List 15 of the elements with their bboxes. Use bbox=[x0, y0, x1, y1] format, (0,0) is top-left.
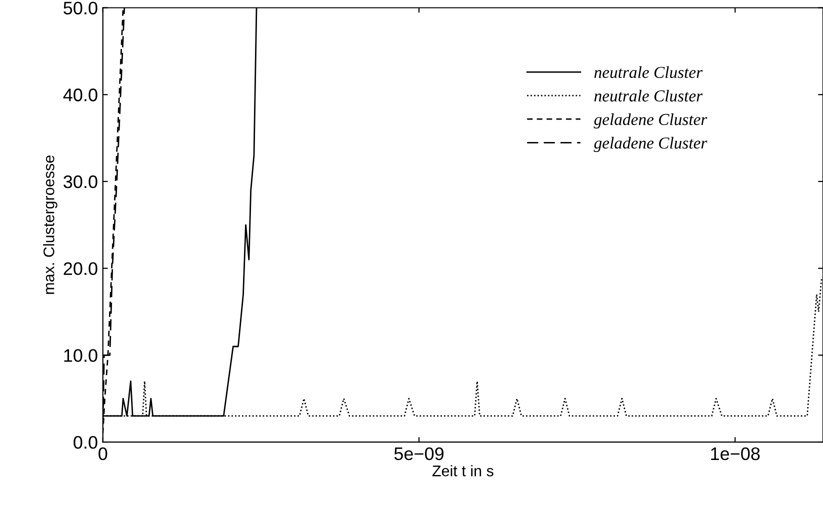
y-tick-label: 0.0 bbox=[74, 436, 98, 449]
x-tick-label: 0 bbox=[98, 447, 108, 460]
y-tick-label: 40.0 bbox=[63, 88, 98, 102]
y-tick-label: 20.0 bbox=[64, 262, 98, 276]
y-tick-label: 30.0 bbox=[64, 175, 98, 188]
y-tick-label: 50.0 bbox=[64, 2, 98, 14]
x-tick-label: 5e−09 bbox=[394, 447, 444, 460]
y-axis-title: max. Clustergroesse bbox=[43, 156, 58, 294]
legend-label: neutrale Cluster bbox=[594, 90, 703, 102]
legend-label: neutrale Cluster bbox=[594, 66, 703, 78]
x-axis-title: Zeit t in s bbox=[432, 465, 494, 476]
x-tick-label: 1e−08 bbox=[711, 447, 760, 460]
legend-label: geladene Cluster bbox=[594, 136, 708, 152]
y-tick-label: 10.0 bbox=[64, 349, 98, 362]
legend-label: geladene Cluster bbox=[594, 113, 708, 128]
